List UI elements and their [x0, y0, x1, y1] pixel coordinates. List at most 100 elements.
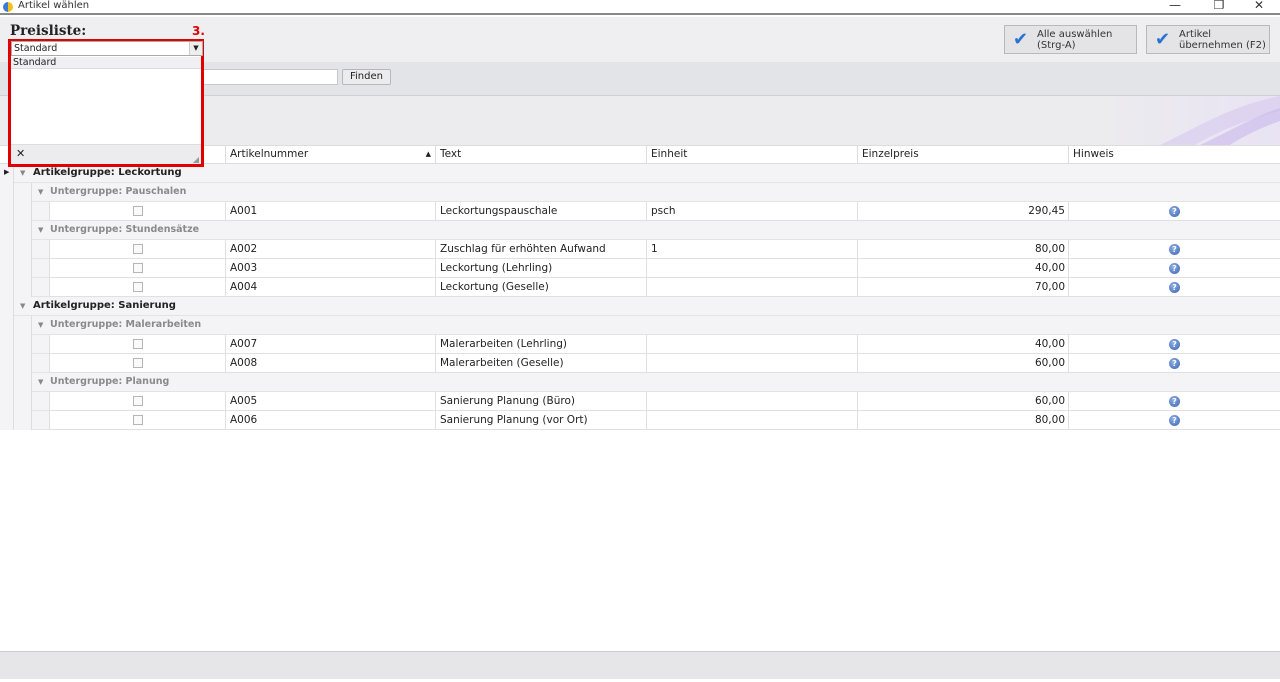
column-header-einheit[interactable]: Einheit — [646, 145, 857, 164]
indent — [14, 278, 32, 297]
cell-einheit: 1 — [646, 240, 857, 259]
indent — [32, 202, 49, 221]
status-bar — [0, 651, 1280, 679]
subgroup-label: Untergruppe: Pauschalen — [50, 186, 187, 197]
collapse-icon[interactable]: ▼ — [38, 226, 44, 234]
close-button[interactable]: ✕ — [1253, 0, 1265, 12]
cell-hinweis: ? — [1068, 259, 1280, 278]
cell-artikelnummer: A001 — [225, 202, 435, 221]
group-label: Artikelgruppe: Sanierung — [33, 300, 176, 311]
row-checkbox[interactable] — [133, 339, 143, 349]
column-header-einzelpreis[interactable]: Einzelpreis — [857, 145, 1068, 164]
subgroup-row[interactable] — [14, 183, 1280, 202]
column-header-hinweis[interactable]: Hinweis — [1068, 145, 1280, 164]
cell-artikelnummer: A004 — [225, 278, 435, 297]
find-button[interactable]: Finden — [342, 69, 391, 85]
help-icon[interactable]: ? — [1169, 358, 1180, 369]
cell-einheit — [646, 278, 857, 297]
cell-text: Zuschlag für erhöhten Aufwand — [435, 240, 646, 259]
dropdown-option[interactable]: Standard — [11, 57, 201, 69]
cell-einzelpreis: 60,00 — [857, 354, 1068, 373]
collapse-icon[interactable]: ▼ — [38, 378, 44, 386]
select-cell — [49, 278, 225, 297]
cell-text: Malerarbeiten (Lehrling) — [435, 335, 646, 354]
help-icon[interactable]: ? — [1169, 282, 1180, 293]
group-row[interactable] — [0, 297, 1280, 316]
indent — [32, 240, 49, 259]
help-icon[interactable]: ? — [1169, 206, 1180, 217]
title-bar: Artikel wählen — ❐ ✕ — [0, 0, 1280, 15]
cell-artikelnummer: A005 — [225, 392, 435, 411]
select-cell — [49, 202, 225, 221]
help-icon[interactable]: ? — [1169, 396, 1180, 407]
help-icon[interactable]: ? — [1169, 415, 1180, 426]
help-icon[interactable]: ? — [1169, 244, 1180, 255]
indent — [32, 392, 49, 411]
row-indicator — [0, 392, 14, 411]
collapse-icon[interactable]: ▼ — [20, 302, 26, 310]
grid-banner — [0, 96, 1280, 145]
cell-artikelnummer: A002 — [225, 240, 435, 259]
clear-icon[interactable]: ✕ — [16, 147, 26, 160]
row-checkbox[interactable] — [133, 396, 143, 406]
resize-grip-icon[interactable]: ◢ — [192, 155, 199, 164]
highlight-box — [8, 39, 204, 167]
cell-hinweis: ? — [1068, 278, 1280, 297]
cell-einheit — [646, 411, 857, 430]
collapse-icon[interactable]: ▼ — [20, 169, 26, 177]
subgroup-row[interactable] — [14, 221, 1280, 240]
column-header-artikelnummer[interactable]: Artikelnummer ▲ — [225, 145, 435, 164]
indent — [32, 259, 49, 278]
cell-einzelpreis: 60,00 — [857, 392, 1068, 411]
row-indicator — [0, 221, 14, 240]
row-checkbox[interactable] — [133, 282, 143, 292]
cell-einheit: psch — [646, 202, 857, 221]
row-checkbox[interactable] — [133, 244, 143, 254]
select-all-button[interactable]: ✔ Alle auswählen (Strg-A) — [1004, 25, 1137, 54]
indent — [14, 202, 32, 221]
take-over-button[interactable]: ✔ Artikel übernehmen (F2) — [1146, 25, 1270, 54]
row-checkbox[interactable] — [133, 263, 143, 273]
select-cell — [49, 335, 225, 354]
row-checkbox[interactable] — [133, 206, 143, 216]
pricelist-label: Preisliste: — [10, 23, 87, 39]
help-icon[interactable]: ? — [1169, 339, 1180, 350]
row-indicator — [0, 240, 14, 259]
restore-button[interactable]: ❐ — [1213, 0, 1225, 12]
row-checkbox[interactable] — [133, 358, 143, 368]
pricelist-select[interactable]: Standard ▼ — [11, 41, 203, 56]
subgroup-label: Untergruppe: Planung — [50, 376, 170, 387]
decorative-swoosh — [1160, 96, 1280, 145]
cell-hinweis: ? — [1068, 392, 1280, 411]
indent — [14, 240, 32, 259]
cell-hinweis: ? — [1068, 335, 1280, 354]
cell-einzelpreis: 40,00 — [857, 335, 1068, 354]
subgroup-row[interactable] — [14, 373, 1280, 392]
collapse-icon[interactable]: ▼ — [38, 321, 44, 329]
chevron-down-icon[interactable]: ▼ — [189, 42, 202, 55]
row-checkbox[interactable] — [133, 415, 143, 425]
app-logo-icon — [3, 2, 13, 12]
row-indicator — [0, 354, 14, 373]
indent — [32, 278, 49, 297]
collapse-icon[interactable]: ▼ — [38, 188, 44, 196]
help-icon[interactable]: ? — [1169, 263, 1180, 274]
search-input[interactable] — [200, 69, 338, 85]
minimize-button[interactable]: — — [1169, 0, 1181, 12]
cell-hinweis: ? — [1068, 240, 1280, 259]
column-header-text[interactable]: Text — [435, 145, 646, 164]
group-row[interactable] — [0, 164, 1280, 183]
cell-einheit — [646, 354, 857, 373]
indent — [14, 183, 32, 202]
indent — [14, 373, 32, 392]
cell-einzelpreis: 40,00 — [857, 259, 1068, 278]
cell-artikelnummer: A006 — [225, 411, 435, 430]
cell-hinweis: ? — [1068, 411, 1280, 430]
select-all-label: Alle auswählen — [1037, 28, 1113, 40]
cell-text: Leckortung (Lehrling) — [435, 259, 646, 278]
indent — [14, 392, 32, 411]
step-annotation: 3. — [192, 24, 205, 38]
subgroup-row[interactable] — [14, 316, 1280, 335]
row-indicator — [0, 373, 14, 392]
cell-artikelnummer: A007 — [225, 335, 435, 354]
